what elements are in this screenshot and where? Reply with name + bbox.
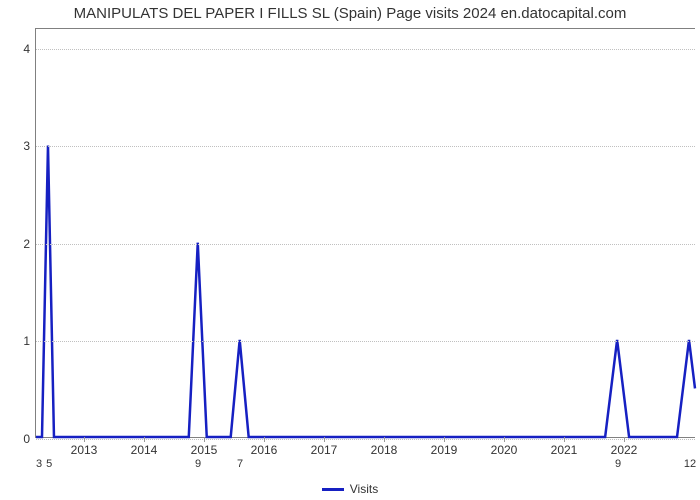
x-tick-label: 2018 — [371, 437, 398, 457]
value-annotation: 5 — [46, 437, 52, 470]
legend: Visits — [0, 478, 700, 497]
grid-line — [36, 341, 695, 342]
legend-swatch — [322, 488, 344, 491]
x-tick-label: 2019 — [431, 437, 458, 457]
x-tick-label: 2020 — [491, 437, 518, 457]
grid-line — [36, 49, 695, 50]
legend-item-visits: Visits — [322, 482, 378, 496]
plot-area: 0123420132014201520162017201820192020202… — [35, 28, 695, 438]
legend-label: Visits — [350, 482, 378, 496]
value-annotation: 9 — [195, 437, 201, 470]
grid-line — [36, 146, 695, 147]
visits-chart: MANIPULATS DEL PAPER I FILLS SL (Spain) … — [0, 0, 700, 500]
value-annotation: 12 — [684, 437, 696, 470]
chart-title: MANIPULATS DEL PAPER I FILLS SL (Spain) … — [0, 5, 700, 22]
x-tick-label: 2017 — [311, 437, 338, 457]
value-annotation: 9 — [615, 437, 621, 470]
x-tick-label: 2016 — [251, 437, 278, 457]
line-series — [36, 29, 695, 437]
y-tick-label: 3 — [23, 139, 36, 153]
y-tick-label: 1 — [23, 334, 36, 348]
value-annotation: 7 — [237, 437, 243, 470]
y-tick-label: 4 — [23, 42, 36, 56]
y-tick-label: 2 — [23, 237, 36, 251]
y-tick-label: 0 — [23, 432, 36, 446]
x-tick-label: 2013 — [71, 437, 98, 457]
x-tick-label: 2014 — [131, 437, 158, 457]
grid-line — [36, 244, 695, 245]
x-tick-label: 2021 — [551, 437, 578, 457]
visits-line — [36, 146, 695, 437]
value-annotation: 3 — [36, 437, 42, 470]
